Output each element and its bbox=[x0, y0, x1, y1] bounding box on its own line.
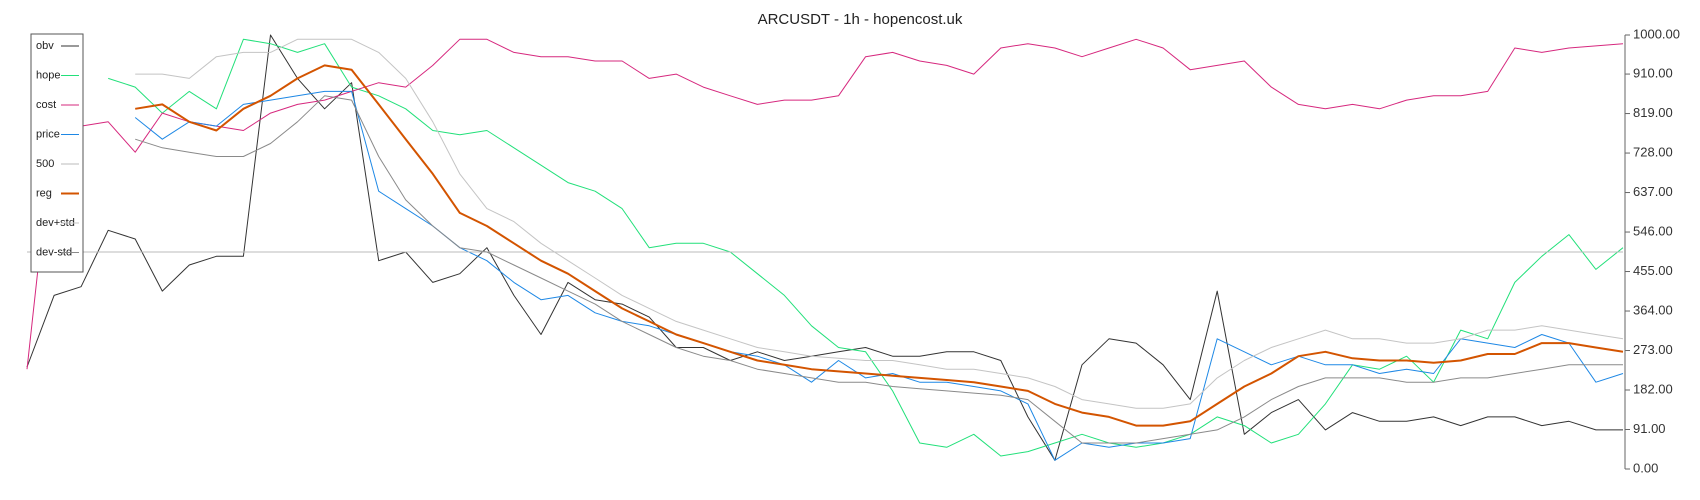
y-tick-label: 364.00 bbox=[1633, 302, 1673, 317]
y-tick-label: 910.00 bbox=[1633, 65, 1673, 80]
legend-box bbox=[30, 33, 84, 273]
y-tick-label: 455.00 bbox=[1633, 263, 1673, 278]
y-tick-label: 0.00 bbox=[1633, 460, 1658, 475]
series-line bbox=[26, 34, 1623, 461]
series-line bbox=[135, 64, 1624, 427]
y-tick-label: 819.00 bbox=[1633, 105, 1673, 120]
legend-label: dev-std bbox=[36, 246, 72, 258]
legend-label: hope bbox=[36, 69, 60, 81]
legend-label: 500 bbox=[36, 158, 54, 170]
y-tick-label: 91.00 bbox=[1633, 421, 1666, 436]
y-tick-label: 728.00 bbox=[1633, 144, 1673, 159]
series-line bbox=[135, 38, 1624, 409]
legend-label: reg bbox=[36, 187, 52, 199]
series-line bbox=[108, 38, 1624, 457]
legend-label: obv bbox=[36, 40, 54, 52]
y-tick-label: 182.00 bbox=[1633, 381, 1673, 396]
series-line bbox=[26, 38, 1624, 370]
legend-label: price bbox=[36, 128, 60, 140]
legend: obv hope cost price 500 reg dev+std dev-std bbox=[30, 33, 84, 273]
chart-title: ARCUSDT - 1h - hopencost.uk bbox=[758, 11, 963, 28]
series-line bbox=[134, 90, 1624, 461]
y-tick-label: 1000.00 bbox=[1633, 26, 1680, 41]
y-tick-label: 273.00 bbox=[1633, 342, 1673, 357]
series-line bbox=[135, 95, 1623, 444]
y-tick-label: 546.00 bbox=[1633, 223, 1673, 238]
y-tick-label: 637.00 bbox=[1633, 184, 1673, 199]
legend-label: cost bbox=[36, 99, 56, 111]
legend-label: dev+std bbox=[36, 217, 75, 229]
